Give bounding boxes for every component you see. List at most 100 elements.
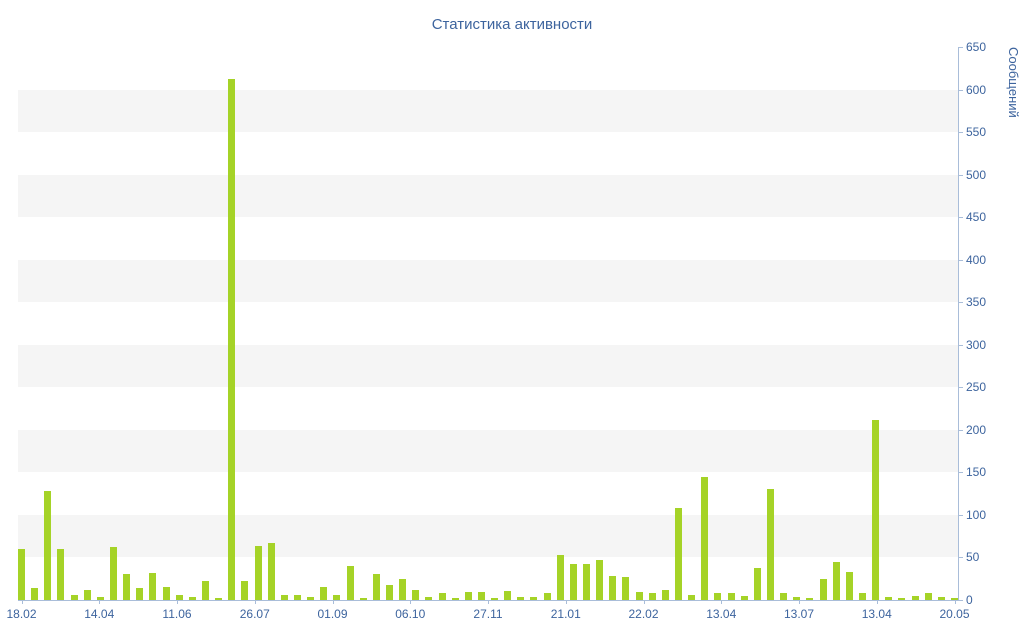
y-tick-label: 650: [966, 40, 987, 54]
bar: [18, 548, 25, 600]
bar: [556, 554, 564, 600]
x-tick: [565, 601, 567, 604]
bar: [951, 598, 958, 600]
bar: [832, 561, 840, 600]
grid-band: [18, 514, 958, 558]
y-tick-label: 500: [966, 167, 987, 182]
x-tick-label: 21.01: [550, 607, 581, 621]
bar: [123, 574, 131, 600]
bar: [280, 594, 288, 600]
y-tick-label: 200: [966, 422, 987, 437]
x-tick-label: 13.07: [783, 607, 815, 621]
bar: [609, 576, 617, 600]
bar: [819, 578, 827, 600]
y-tick-label: 550: [966, 125, 987, 140]
x-tick: [799, 601, 800, 604]
y-tick: [959, 429, 963, 431]
bar: [596, 560, 604, 600]
y-tick: [959, 217, 963, 219]
bar: [267, 543, 275, 600]
bar: [83, 589, 91, 600]
y-tick: [959, 387, 963, 389]
y-tick-label: 350: [966, 295, 987, 310]
bar: [31, 588, 39, 600]
y-tick-label: 450: [966, 210, 987, 225]
bar: [701, 476, 709, 600]
y-axis-title: Сообщений: [1006, 47, 1021, 118]
bar: [675, 508, 683, 600]
bar: [845, 571, 853, 600]
grid-band: [18, 89, 958, 133]
x-tick-label: 20.05: [939, 607, 970, 621]
bar: [385, 584, 393, 600]
bar: [451, 598, 459, 600]
y-axis-line: [958, 47, 959, 601]
plot-area: [18, 47, 958, 600]
x-tick: [21, 601, 23, 604]
y-tick-label: 0: [966, 593, 973, 607]
bar: [622, 577, 630, 600]
bar: [504, 590, 512, 600]
y-tick: [959, 89, 963, 91]
y-tick: [959, 47, 963, 48]
bar: [228, 79, 236, 600]
x-tick-label: 01.09: [317, 607, 348, 621]
x-tick-label: 13.04: [706, 607, 737, 621]
bar: [477, 592, 485, 600]
bar: [898, 598, 906, 600]
grid-band: [18, 344, 958, 388]
x-tick: [254, 601, 256, 604]
chart-title: Статистика активности: [431, 16, 593, 33]
bar: [307, 597, 315, 600]
x-tick: [410, 601, 412, 604]
bar: [188, 597, 196, 600]
bar: [793, 597, 801, 600]
bar: [372, 574, 380, 600]
bar: [688, 594, 696, 600]
x-tick-label: 14.04: [84, 607, 115, 621]
bar: [70, 594, 78, 600]
x-tick-label: 18.02: [6, 607, 37, 621]
y-tick-label: 150: [966, 465, 987, 480]
bar: [780, 593, 788, 600]
bar: [714, 593, 722, 600]
x-tick-label: 26.07: [239, 607, 270, 621]
y-tick-label: 400: [966, 252, 987, 267]
bar: [109, 547, 117, 600]
bar: [648, 593, 656, 600]
x-tick: [954, 601, 956, 604]
y-tick: [959, 302, 963, 304]
bar: [162, 587, 170, 600]
y-tick-label: 50: [966, 550, 980, 565]
x-tick: [721, 601, 723, 604]
bar: [924, 593, 932, 600]
bar: [346, 565, 354, 600]
grid-band: [18, 429, 958, 473]
bar: [569, 564, 577, 600]
y-tick-label: 250: [966, 380, 987, 395]
bar: [464, 592, 472, 600]
bar: [96, 596, 104, 600]
x-tick: [177, 601, 178, 604]
bar: [806, 598, 814, 600]
bar: [635, 591, 643, 600]
bar: [412, 589, 420, 600]
grid-band: [18, 174, 958, 218]
y-tick: [959, 472, 963, 474]
y-tick: [959, 557, 963, 559]
bar: [241, 581, 249, 600]
bar: [661, 589, 669, 600]
bar: [872, 419, 880, 600]
bar: [254, 546, 262, 600]
x-tick-label: 11.06: [162, 607, 192, 621]
x-tick: [643, 601, 645, 604]
bar: [201, 581, 209, 600]
x-tick-label: 13.04: [861, 607, 892, 621]
bar: [175, 594, 183, 600]
y-tick-label: 100: [966, 507, 987, 522]
bar: [399, 578, 407, 600]
bar: [333, 594, 341, 600]
bar: [911, 595, 919, 600]
y-tick: [959, 174, 963, 176]
